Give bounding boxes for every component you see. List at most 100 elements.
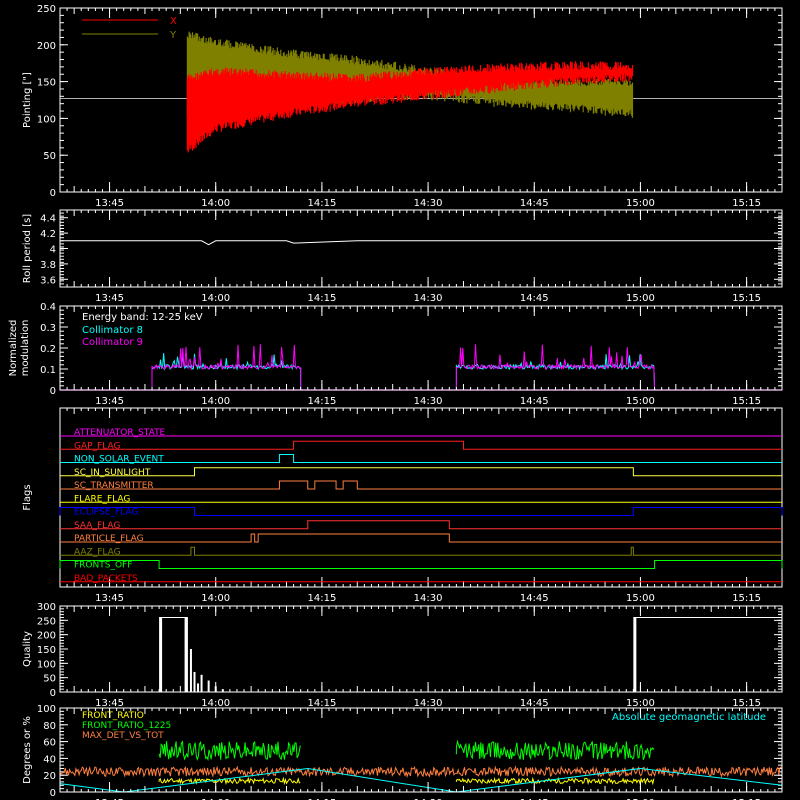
x-tick-label: 14:30 (414, 396, 443, 407)
flag-label: PARTICLE_FLAG (74, 534, 144, 544)
legend-label: FRONT_RATIO_1225 (82, 721, 171, 731)
x-tick-label: 13:45 (95, 293, 124, 304)
y-tick-label: 40 (43, 754, 56, 765)
x-tick-label: 15:00 (626, 198, 655, 209)
x-tick-label: 15:15 (732, 396, 761, 407)
x-tick-label: 14:00 (201, 293, 230, 304)
panel-pointing: 0 50 100 150 200 250 Pointing ["] XY 13:45 14:00 1… (22, 4, 783, 209)
x-tick-label: 13:45 (95, 798, 124, 800)
x-tick-label: 14:30 (414, 293, 443, 304)
y-tick-label: 0.3 (40, 323, 56, 334)
y-tick-label: 0 (50, 688, 56, 699)
y-tick-label: 150 (37, 645, 56, 656)
panel-geomag: 0 20 40 60 80 100 Degrees or % FRONT_RATIOFRONT… (22, 704, 783, 800)
flag-label: FRONTS_OFF (74, 561, 132, 571)
flag-line (60, 467, 782, 477)
flag-line (59, 560, 783, 569)
modulation-1 (151, 344, 302, 391)
x-tick-label: 14:00 (201, 698, 230, 709)
x-tick-label: 15:15 (732, 698, 761, 709)
x-tick-label: 15:15 (732, 293, 761, 304)
y-tick-label: 100 (37, 114, 56, 125)
pointing-frame (59, 7, 783, 193)
y-axis-label: Quality (22, 631, 33, 667)
panel-roll: 3.6 3.8 4 4.2 4.4 Roll period [s] 13:45 14:00 14… (22, 209, 783, 304)
x-tick-label: 14:00 (201, 198, 230, 209)
geomag-series-1 (455, 739, 655, 761)
flag-label: AAZ_FLAG (74, 547, 121, 557)
flag-label: BAD_PACKETS (74, 574, 138, 584)
flag-line (60, 454, 782, 463)
quality-frame (59, 605, 783, 693)
x-tick-label: 14:00 (201, 798, 230, 800)
geomag-latitude-line (59, 767, 783, 793)
y-axis-label-line: modulation (20, 320, 31, 377)
y-axis-label: Normalizedmodulation (8, 320, 31, 377)
y-tick-label: 0 (50, 788, 56, 799)
y-tick-label: 100 (37, 704, 56, 715)
x-tick-label: 14:15 (307, 198, 336, 209)
x-tick-label: 15:15 (732, 798, 761, 800)
series-x (186, 61, 634, 153)
x-tick-label: 14:45 (520, 798, 549, 800)
x-tick-label: 13:45 (95, 396, 124, 407)
quality-block-edge (633, 617, 637, 692)
y-tick-label: 0.2 (40, 344, 56, 355)
y-tick-label: 0 (50, 386, 56, 397)
y-tick-label: 20 (43, 771, 56, 782)
x-tick-label: 15:15 (732, 593, 761, 604)
y-axis-label-line: Normalized (8, 320, 19, 377)
y-tick-label: 300 (37, 602, 56, 613)
x-tick-label: 14:30 (414, 198, 443, 209)
x-tick-label: 14:15 (307, 593, 336, 604)
x-tick-label: 14:15 (307, 293, 336, 304)
modulation-1 (455, 344, 656, 391)
legend-label: MAX_DET_VS_TOT (82, 731, 164, 741)
y-tick-label: 50 (43, 151, 56, 162)
modulation-0 (455, 354, 656, 391)
y-tick-label: 60 (43, 738, 56, 749)
x-tick-label: 14:15 (307, 698, 336, 709)
x-tick-label: 15:00 (626, 293, 655, 304)
panel-modulation: 0 0.1 0.2 0.3 0.4 Normalizedmodulation Energy … (8, 302, 783, 407)
legend-label: Y (169, 30, 177, 41)
y-tick-label: 4.4 (40, 214, 56, 225)
roll-period-line (60, 240, 782, 246)
roll-frame (59, 209, 783, 288)
flag-label: GAP_FLAG (74, 441, 120, 451)
x-tick-label: 15:15 (732, 198, 761, 209)
y-axis-label: Pointing ["] (22, 72, 33, 128)
y-tick-label: 0.4 (40, 302, 56, 313)
x-tick-label: 14:00 (201, 593, 230, 604)
flag-label: SC_TRANSMITTER (74, 481, 154, 491)
quality-block (633, 616, 783, 692)
flag-label: ATTENUATOR_STATE (74, 428, 166, 438)
flag-label: ECLIPSE_FLAG (74, 508, 138, 518)
legend-label: Absolute geomagnetic latitude (612, 712, 766, 723)
y-tick-label: 0 (50, 188, 56, 199)
x-tick-label: 13:45 (95, 198, 124, 209)
legend-label: Collimator 9 (82, 337, 143, 348)
x-tick-label: 15:00 (626, 698, 655, 709)
y-tick-label: 200 (37, 41, 56, 52)
y-tick-label: 50 (43, 674, 56, 685)
y-tick-label: 200 (37, 631, 56, 642)
x-tick-label: 14:15 (307, 798, 336, 800)
y-tick-label: 250 (37, 616, 56, 627)
flag-label: NON_SOLAR_EVENT (74, 455, 164, 465)
flag-line (60, 533, 782, 543)
panel-quality: 0 50 100 150 200 250 300 Quality 13:45 14:00 14:15… (22, 602, 783, 709)
y-tick-label: 150 (37, 78, 56, 89)
flag-label: FLARE_FLAG (74, 494, 130, 504)
geomag-series-0 (158, 776, 301, 786)
x-tick-label: 15:00 (626, 798, 655, 800)
x-tick-label: 14:45 (520, 198, 549, 209)
y-axis-label: Roll period [s] (22, 214, 33, 283)
x-tick-label: 15:00 (626, 593, 655, 604)
flag-line (60, 546, 782, 556)
energy-band-annotation: Energy band: 12-25 keV (82, 312, 203, 323)
y-tick-label: 100 (37, 659, 56, 670)
geomag-series-2 (59, 765, 782, 779)
quality-fill (184, 617, 188, 692)
x-tick-label: 14:30 (414, 593, 443, 604)
